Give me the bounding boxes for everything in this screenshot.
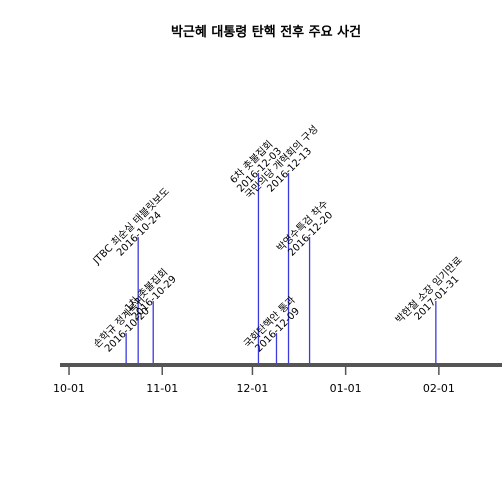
x-tick-label: 02-01 — [423, 382, 455, 395]
x-tick-label: 11-01 — [146, 382, 178, 395]
x-tick-label: 10-01 — [53, 382, 85, 395]
chart-title: 박근혜 대통령 탄핵 전후 주요 사건 — [171, 24, 361, 40]
x-axis-ticks: 10-01 11-01 12-01 01-01 02-01 — [53, 365, 455, 395]
x-tick-label: 01-01 — [330, 382, 362, 395]
event-name: 박한철 소장 임기만료 — [392, 254, 464, 326]
x-tick-label: 12-01 — [236, 382, 268, 395]
event-name: JTBC 최순실 태블릿보도 — [90, 186, 172, 268]
event-stems — [125, 173, 437, 365]
